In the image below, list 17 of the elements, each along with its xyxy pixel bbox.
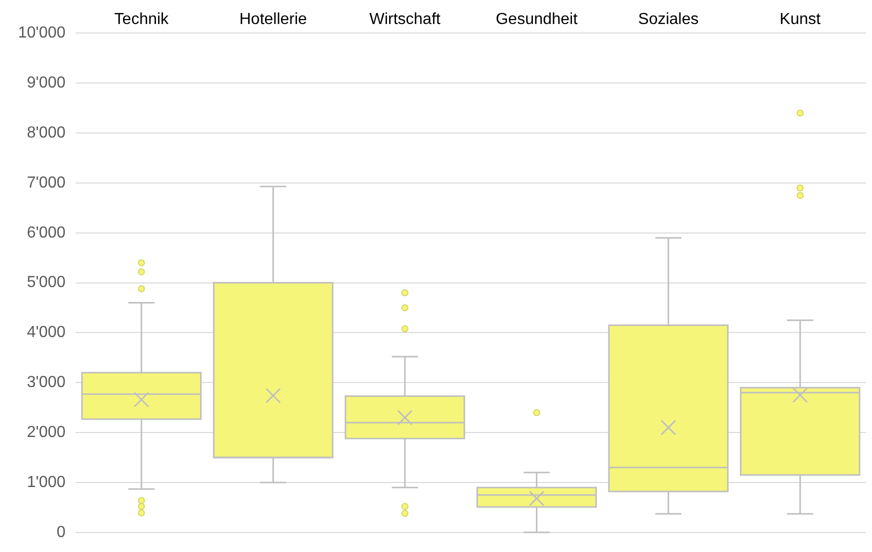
x-tick-label: Hotellerie [239,11,308,28]
y-tick-label: 7'000 [26,174,66,192]
x-tick-label: Technik [114,11,170,28]
x-tick-label: Gesundheit [496,11,578,28]
y-tick-label: 4'000 [26,324,66,342]
y-tick-label: 0 [56,524,66,541]
y-tick-label: 6'000 [26,224,66,242]
y-tick-label: 3'000 [26,374,66,392]
y-tick-label: 5'000 [26,274,66,292]
y-tick-label: 9'000 [26,74,66,92]
x-tick-label: Soziales [638,11,699,28]
y-tick-label: 2'000 [26,424,66,441]
x-tick-label: Wirtschaft [369,11,442,28]
y-tick-label: 1'000 [26,474,66,491]
y-tick-label: 8'000 [26,124,66,142]
y-tick-label: 10'000 [18,24,66,42]
x-tick-label: Kunst [780,11,822,28]
